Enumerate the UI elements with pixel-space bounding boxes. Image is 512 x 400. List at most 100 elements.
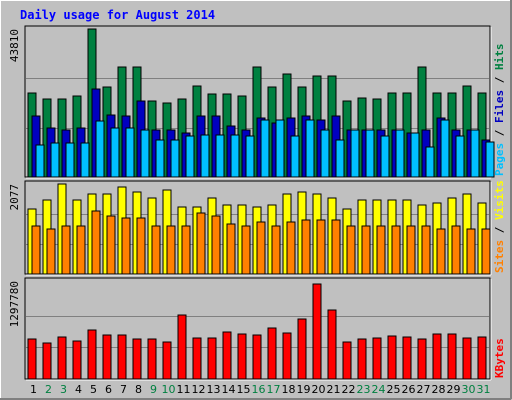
bar-kbytes-day-15: [237, 333, 247, 380]
day-label-16: 16: [252, 383, 266, 396]
bar-pages-day-18: [290, 135, 300, 178]
legend-sites: Sites: [493, 240, 506, 273]
chart-panel-3: 1297780 KBytes: [8, 277, 506, 381]
bar-sites-day-11: [181, 225, 191, 275]
day-label-27: 27: [417, 383, 431, 396]
bar-pages-day-15: [245, 135, 255, 178]
bar-kbytes-day-20: [312, 283, 322, 380]
bar-sites-day-22: [346, 225, 356, 275]
bar-kbytes-day-29: [447, 333, 457, 380]
bar-sites-day-15: [241, 225, 251, 275]
series-sites: [31, 210, 491, 275]
bar-kbytes-day-27: [417, 338, 427, 380]
bar-kbytes-day-28: [432, 333, 442, 380]
bar-pages-day-13: [215, 134, 225, 178]
bar-kbytes-day-23: [357, 338, 367, 380]
bar-kbytes-day-26: [402, 336, 412, 380]
legend-files: Files: [493, 90, 506, 123]
legend-separator: /: [493, 70, 506, 90]
bar-kbytes-day-12: [192, 337, 202, 380]
bar-sites-day-20: [316, 219, 326, 275]
bar-pages-day-10: [170, 139, 180, 178]
day-label-4: 4: [75, 383, 82, 396]
bar-kbytes-day-21: [327, 309, 337, 380]
bar-pages-day-31: [485, 141, 495, 178]
day-label-26: 26: [402, 383, 416, 396]
bar-sites-day-16: [256, 221, 266, 275]
bar-kbytes-day-4: [72, 340, 82, 380]
legend-pages: Pages: [493, 143, 506, 176]
bar-kbytes-day-17: [267, 327, 277, 380]
legend-separator: /: [493, 220, 506, 240]
bar-sites-day-19: [301, 219, 311, 275]
legend-separator: /: [493, 123, 506, 143]
day-label-30: 30: [462, 383, 476, 396]
bar-kbytes-day-9: [147, 338, 157, 380]
day-label-17: 17: [267, 383, 281, 396]
bar-pages-day-19: [305, 119, 315, 178]
bar-sites-day-4: [76, 225, 86, 275]
bar-kbytes-day-10: [162, 341, 172, 380]
bar-kbytes-day-13: [207, 337, 217, 380]
day-label-2: 2: [45, 383, 52, 396]
bar-sites-day-10: [166, 225, 176, 275]
legend-visits: Visits: [493, 180, 506, 220]
bar-sites-day-13: [211, 215, 221, 275]
bar-kbytes-day-11: [177, 314, 187, 380]
bar-kbytes-day-19: [297, 318, 307, 380]
bar-pages-day-5: [95, 120, 105, 178]
day-label-10: 10: [162, 383, 176, 396]
bar-sites-day-28: [436, 228, 446, 275]
day-label-22: 22: [342, 383, 356, 396]
bar-sites-day-31: [481, 228, 491, 275]
day-label-14: 14: [222, 383, 236, 396]
bar-kbytes-day-25: [387, 335, 397, 380]
bar-sites-day-18: [286, 221, 296, 275]
bar-sites-day-23: [361, 225, 371, 275]
bar-pages-day-30: [470, 129, 480, 178]
series-pages: [35, 119, 495, 178]
bar-pages-day-4: [80, 142, 90, 178]
legend-kbytes: KBytes: [493, 338, 506, 378]
day-label-9: 9: [150, 383, 157, 396]
day-label-3: 3: [60, 383, 67, 396]
bar-sites-day-29: [451, 225, 461, 275]
bar-pages-day-27: [425, 146, 435, 178]
bar-sites-day-24: [376, 225, 386, 275]
panel-axis-label: Pages / Files / Hits: [493, 44, 506, 177]
day-label-12: 12: [192, 383, 206, 396]
day-label-11: 11: [177, 383, 191, 396]
bar-pages-day-26: [410, 132, 420, 178]
series-kbytes: [27, 283, 487, 380]
bar-pages-day-17: [275, 119, 285, 178]
day-label-8: 8: [135, 383, 142, 396]
bar-pages-day-23: [365, 129, 375, 178]
bar-pages-day-20: [320, 129, 330, 178]
bar-pages-day-3: [65, 142, 75, 178]
bar-kbytes-day-30: [462, 337, 472, 380]
day-label-20: 20: [312, 383, 326, 396]
bar-pages-day-2: [50, 142, 60, 178]
bar-sites-day-25: [391, 225, 401, 275]
bar-kbytes-day-3: [57, 336, 67, 380]
panel-axis-label: KBytes: [493, 338, 506, 378]
legend-hits: Hits: [493, 44, 506, 71]
day-label-23: 23: [357, 383, 371, 396]
bar-kbytes-day-24: [372, 337, 382, 380]
bar-pages-day-6: [110, 127, 120, 178]
bar-sites-day-21: [331, 219, 341, 275]
bar-kbytes-day-31: [477, 336, 487, 380]
bar-sites-day-8: [136, 217, 146, 275]
bar-sites-day-17: [271, 225, 281, 275]
bar-kbytes-day-8: [132, 338, 142, 380]
day-label-6: 6: [105, 383, 112, 396]
day-label-25: 25: [387, 383, 401, 396]
bar-sites-day-14: [226, 223, 236, 275]
bar-kbytes-day-6: [102, 334, 112, 380]
bar-pages-day-14: [230, 134, 240, 178]
bar-sites-day-9: [151, 225, 161, 275]
bar-kbytes-day-18: [282, 332, 292, 380]
bar-kbytes-day-2: [42, 342, 52, 380]
bar-pages-day-11: [185, 135, 195, 178]
